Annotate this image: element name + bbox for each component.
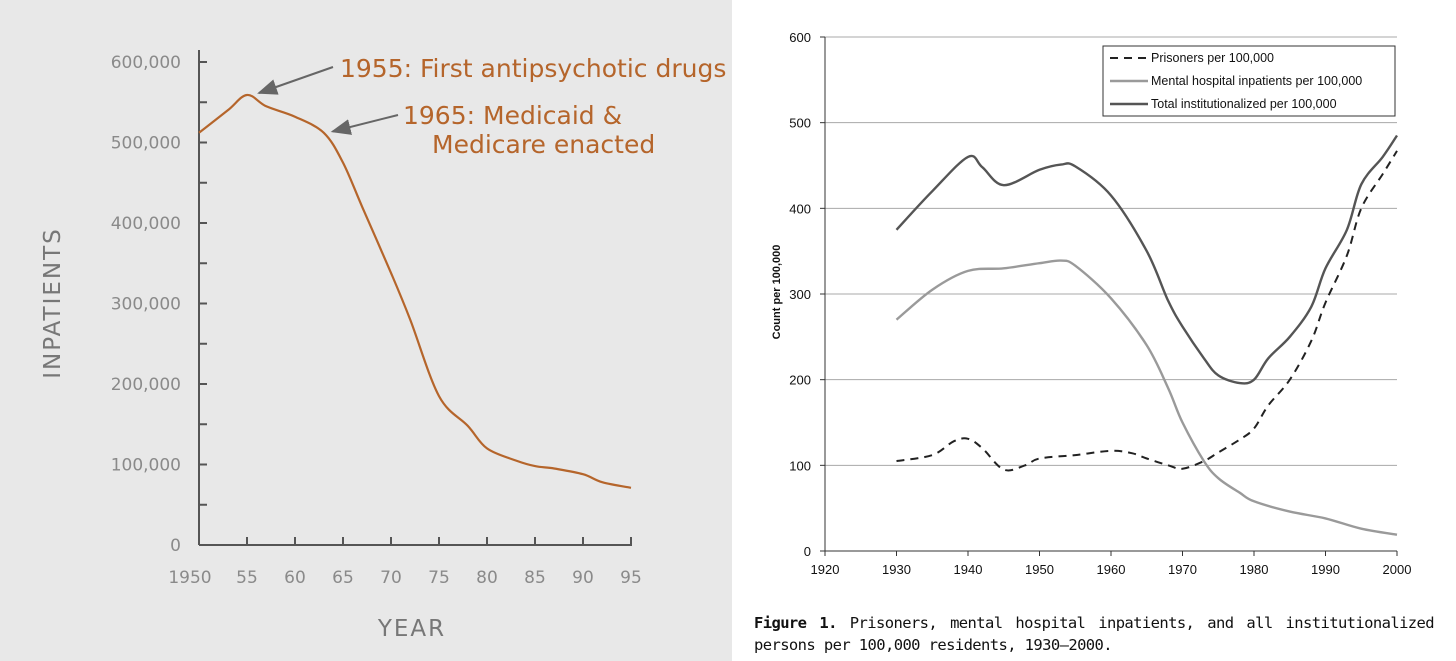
x-axis-label: YEAR — [377, 616, 446, 642]
x-tick-label: 1950 — [1025, 562, 1054, 577]
x-tick-label: 1990 — [1311, 562, 1340, 577]
x-tick-label: 60 — [284, 568, 306, 588]
x-tick-label: 55 — [236, 568, 258, 588]
x-tick-label: 75 — [428, 568, 450, 588]
y-tick-label: 200,000 — [111, 375, 181, 395]
legend-box — [1102, 45, 1396, 117]
y-tick-label: 500 — [789, 116, 811, 131]
legend-label: Total institutionalized per 100,000 — [1151, 97, 1337, 111]
x-tick-label: 1980 — [1240, 562, 1269, 577]
y-axis-label: Count per 100,000 — [771, 245, 783, 340]
x-tick-label: 95 — [620, 568, 642, 588]
x-tick-label: 70 — [380, 568, 402, 588]
inpatients-chart: 0 100,000 200,000 300,000 400,000 500,000 600,… — [40, 50, 726, 642]
x-tick-label: 1960 — [1097, 562, 1126, 577]
y-tick-label: 600,000 — [111, 53, 181, 73]
series-line-total-institutionalized — [895, 134, 1398, 385]
x-tick-label: 1950 — [168, 568, 211, 588]
annotation-1965-line1: 1965: Medicaid & — [403, 101, 622, 130]
annotation-arrow-1965 — [330, 114, 399, 135]
caption-text: Prisoners, mental hospital inpatients, a… — [754, 614, 1435, 654]
inpatients-line — [198, 93, 632, 489]
y-tick-label: 100 — [789, 458, 811, 473]
legend-label: Mental hospital inpatients per 100,000 — [1151, 74, 1362, 88]
y-axis-label: INPATIENTS — [40, 227, 66, 379]
y-tick-label: 400,000 — [111, 214, 181, 234]
annotation-arrow-1955 — [257, 66, 334, 95]
legend-label: Prisoners per 100,000 — [1151, 51, 1274, 65]
x-tick-label: 2000 — [1383, 562, 1412, 577]
x-tick-label: 1970 — [1168, 562, 1197, 577]
y-tick-label: 300 — [789, 287, 811, 302]
y-tick-label: 600 — [789, 30, 811, 45]
y-tick-label: 400 — [789, 201, 811, 216]
annotation-1965-line2: Medicare enacted — [432, 130, 655, 159]
inpatients-chart-panel: 0 100,000 200,000 300,000 400,000 500,000 600,… — [0, 0, 732, 661]
figure-caption: Figure 1. Prisoners, mental hospital inp… — [754, 612, 1435, 656]
x-tick-label: 65 — [332, 568, 354, 588]
series-line-prisoners — [896, 150, 1398, 472]
y-tick-label: 0 — [804, 544, 811, 559]
y-tick-label: 100,000 — [111, 456, 181, 476]
x-tick-label: 1940 — [954, 562, 983, 577]
x-tick-label: 85 — [524, 568, 546, 588]
x-tick-label: 1920 — [811, 562, 840, 577]
annotation-1955: 1955: First antipsychotic drugs — [340, 54, 726, 83]
caption-label: Figure 1. — [754, 614, 837, 632]
institutionalized-chart: 0 100 200 300 400 500 600 1920 1930 1940 1950 1960 1… — [771, 30, 1412, 577]
y-tick-label: 300,000 — [111, 295, 181, 315]
y-tick-label: 0 — [170, 536, 181, 556]
y-tick-label: 200 — [789, 373, 811, 388]
series-line-mental-hospital — [895, 259, 1398, 536]
x-tick-label: 90 — [572, 568, 594, 588]
y-tick-label: 500,000 — [111, 134, 181, 154]
institutionalized-chart-panel: 0 100 200 300 400 500 600 1920 1930 1940 1950 1960 1… — [732, 0, 1456, 661]
x-tick-label: 80 — [476, 568, 498, 588]
x-tick-label: 1930 — [882, 562, 911, 577]
